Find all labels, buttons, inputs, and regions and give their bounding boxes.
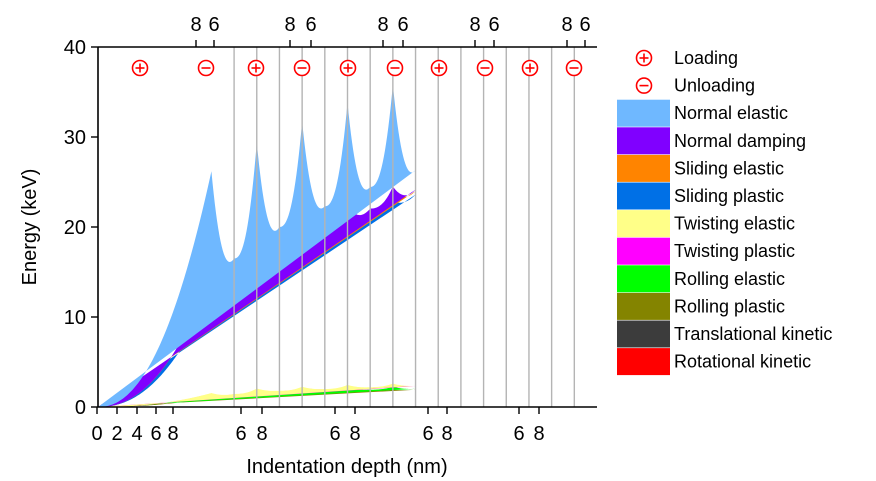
plus-circle-icon [430,59,448,77]
legend-item-normal-elastic: Normal elastic [617,99,788,127]
legend-label: Rolling plastic [674,296,785,316]
y-tick-label: 40 [64,37,86,59]
legend-label: Normal damping [674,131,806,151]
x-tick-label: 8 [441,423,452,445]
cycle-divider-lines [233,47,576,407]
legend-label: Sliding plastic [674,186,784,206]
minus-circle-icon [197,59,215,77]
legend-label: Unloading [674,76,755,96]
legend-item-sliding-plastic: Sliding plastic [617,182,784,210]
plus-circle-icon [131,59,149,77]
legend-item-rotational-kinetic: Rotational kinetic [617,348,811,376]
top-tick-label: 8 [469,14,480,36]
x-tick-label: 6 [422,423,433,445]
y-tick-label: 20 [64,217,86,239]
legend-swatch [617,237,670,265]
top-tick-label: 6 [208,14,219,36]
legend-item-twisting-plastic: Twisting plastic [617,237,795,265]
x-tick-label: 8 [533,423,544,445]
y-tick-label: 0 [75,397,86,419]
legend-label: Normal elastic [674,103,788,123]
plus-circle-icon [339,59,357,77]
top-tick-label: 6 [488,14,499,36]
legend-swatch [617,292,670,320]
top-tick-label: 8 [190,14,201,36]
legend-swatch [617,127,670,155]
legend-swatch [617,320,670,348]
x-tick-label: 6 [235,423,246,445]
legend-item-sliding-elastic: Sliding elastic [617,154,784,182]
legend-item-rolling-plastic: Rolling plastic [617,292,785,320]
legend-label: Loading [674,48,738,68]
legend-label: Translational kinetic [674,324,832,344]
top-tick-label: 8 [561,14,572,36]
legend-label: Rotational kinetic [674,352,811,372]
legend-item-unloading: Unloading [635,76,755,96]
minus-circle-icon [386,59,404,77]
legend-label: Twisting elastic [674,214,795,234]
y-tick-label: 30 [64,127,86,149]
legend-swatch [617,210,670,238]
x-tick-label: 8 [167,423,178,445]
legend-item-loading: Loading [635,48,738,68]
plus-circle-icon [635,49,653,67]
legend-label: Twisting plastic [674,241,795,261]
top-tick-label: 6 [305,14,316,36]
y-tick-label: 10 [64,307,86,329]
legend-swatch [617,154,670,182]
minus-circle-icon [293,59,311,77]
top-tick-label: 6 [397,14,408,36]
top-tick-label: 8 [284,14,295,36]
legend-item-translational-kinetic: Translational kinetic [617,320,832,348]
x-tick-label: 4 [131,423,142,445]
x-tick-label: 0 [91,423,102,445]
legend-label: Rolling elastic [674,269,785,289]
plus-circle-icon [521,59,539,77]
legend-item-normal-damping: Normal damping [617,127,806,155]
minus-circle-icon [565,59,583,77]
x-tick-label: 6 [150,423,161,445]
x-tick-label: 2 [111,423,122,445]
x-tick-label: 8 [349,423,360,445]
x-axis-title: Indentation depth (nm) [246,456,447,478]
cycle-markers [131,59,583,77]
x-tick-label: 8 [256,423,267,445]
top-tick-label: 8 [377,14,388,36]
legend-swatch [617,265,670,293]
legend-item-twisting-elastic: Twisting elastic [617,210,795,238]
legend-swatch [617,182,670,210]
minus-circle-icon [476,59,494,77]
legend-item-rolling-elastic: Rolling elastic [617,265,785,293]
top-tick-label: 6 [579,14,590,36]
y-axis-title: Energy (keV) [19,169,41,286]
minus-circle-icon [635,77,653,94]
x-tick-label: 6 [513,423,524,445]
x-tick-label: 6 [329,423,340,445]
legend-label: Sliding elastic [674,158,784,178]
legend: Loading Unloading Normal elastic Normal dam… [617,48,832,376]
plus-circle-icon [247,59,265,77]
legend-swatch [617,99,670,127]
legend-swatch [617,348,670,376]
